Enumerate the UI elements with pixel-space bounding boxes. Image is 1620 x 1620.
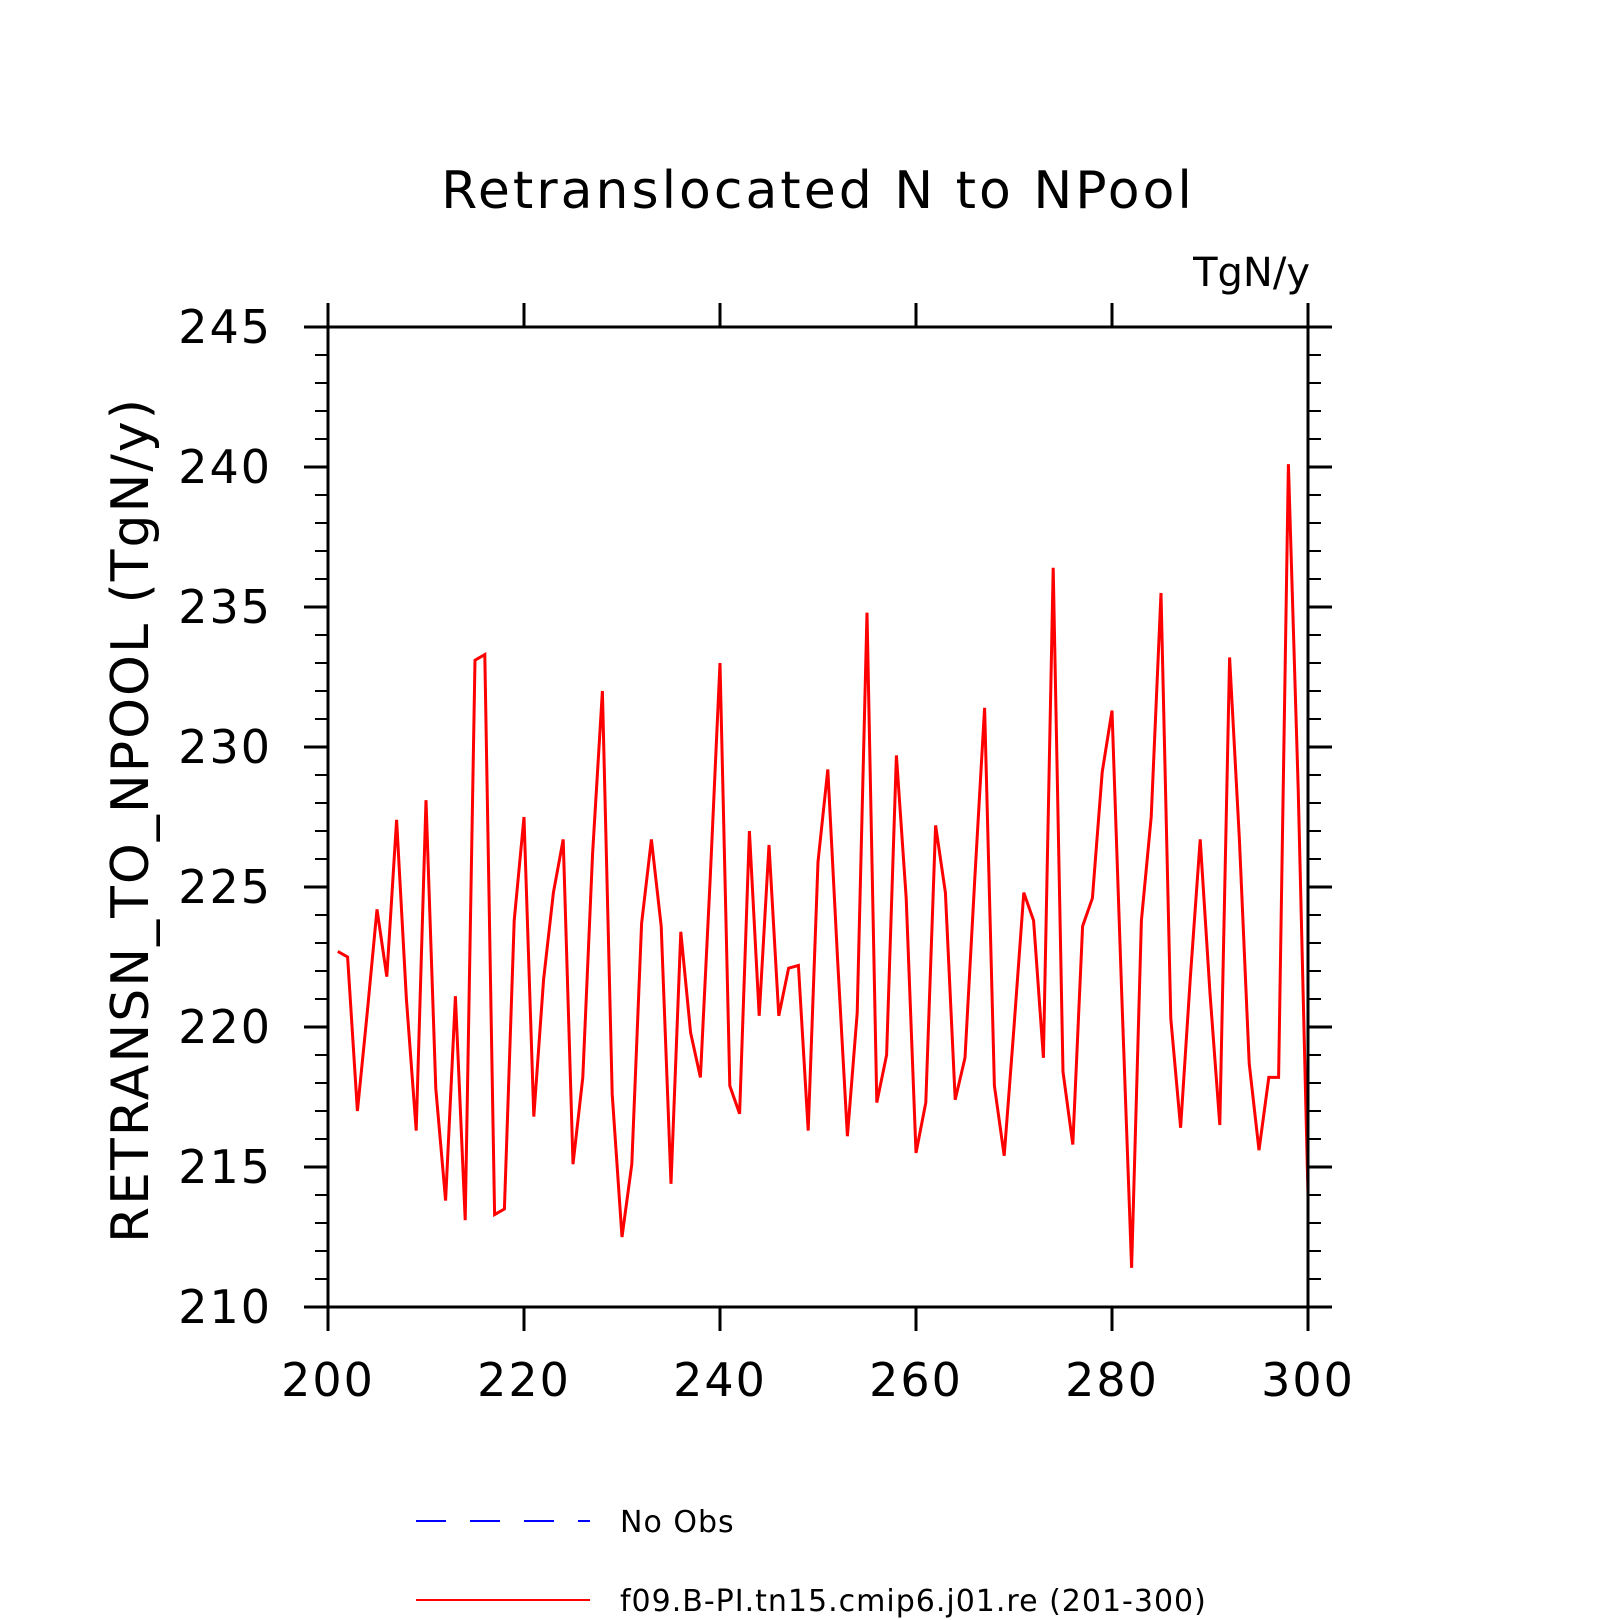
units-label: TgN/y [1192,250,1310,296]
x-tick-label: 260 [869,1353,963,1407]
y-tick-label: 240 [178,440,272,494]
x-tick-label: 200 [281,1353,375,1407]
legend: No Obs f09.B-PI.tn15.cmip6.j01.re (201-30… [416,1505,1207,1619]
tick-marks [304,303,1332,1331]
tick-labels: 200 220 240 260 280 300 210 215 220 225 230 235 240 2… [178,300,1355,1407]
chart-title: Retranslocated N to NPool [441,161,1195,221]
legend-label: f09.B-PI.tn15.cmip6.j01.re (201-300) [620,1584,1207,1619]
y-tick-label: 225 [178,860,272,914]
y-tick-label: 245 [178,300,272,354]
y-axis-label: RETRANSN_TO_NPOOL (TgN/y) [101,397,161,1243]
y-tick-label: 235 [178,580,272,634]
y-tick-label: 230 [178,720,272,774]
x-tick-label: 280 [1065,1353,1159,1407]
y-tick-label: 215 [178,1140,272,1194]
series-layer [337,464,1310,1268]
plot-frame [326,325,1310,1309]
y-tick-label: 220 [178,1000,272,1054]
x-tick-label: 220 [477,1353,571,1407]
series-line [337,464,1310,1268]
x-tick-label: 240 [673,1353,767,1407]
x-tick-label: 300 [1261,1353,1355,1407]
legend-label: No Obs [620,1505,735,1540]
y-tick-label: 210 [178,1280,272,1334]
